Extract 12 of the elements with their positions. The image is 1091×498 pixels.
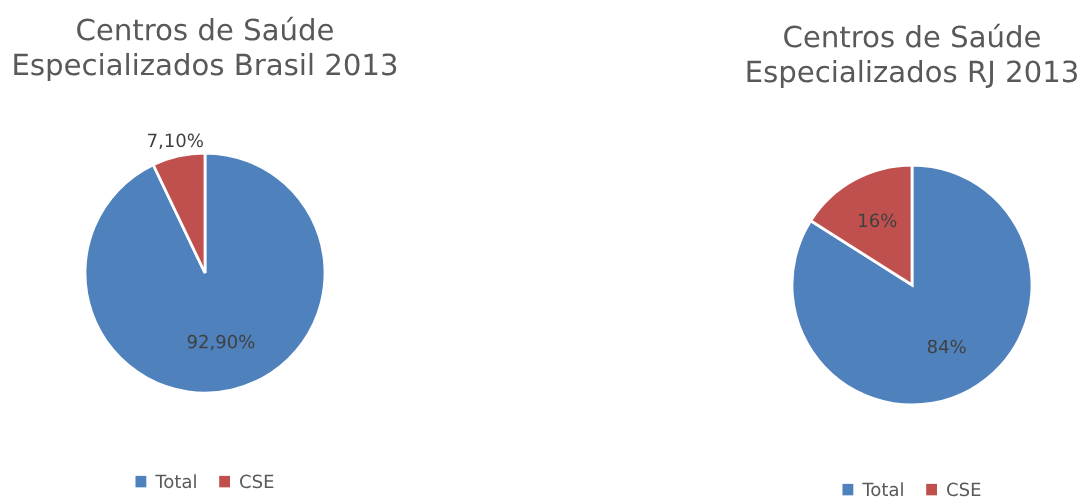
data-label: 7,10%: [148, 133, 203, 150]
legend-label: CSE: [947, 482, 981, 497]
pie-slice: [790, 163, 1034, 407]
legend-label: Total: [862, 482, 903, 497]
chart-title: Centros de Saúde Especializados Brasil 2013: [14, 16, 397, 82]
legend-label: CSE: [240, 474, 274, 489]
data-label: 16%: [859, 213, 897, 228]
data-label: 84%: [927, 339, 966, 354]
pie-slice: [83, 151, 327, 395]
data-label: 92,90%: [187, 334, 255, 351]
chart-title: Centros de Saúde Especializados RJ 2013: [747, 23, 1077, 89]
legend-label: Total: [155, 474, 196, 489]
